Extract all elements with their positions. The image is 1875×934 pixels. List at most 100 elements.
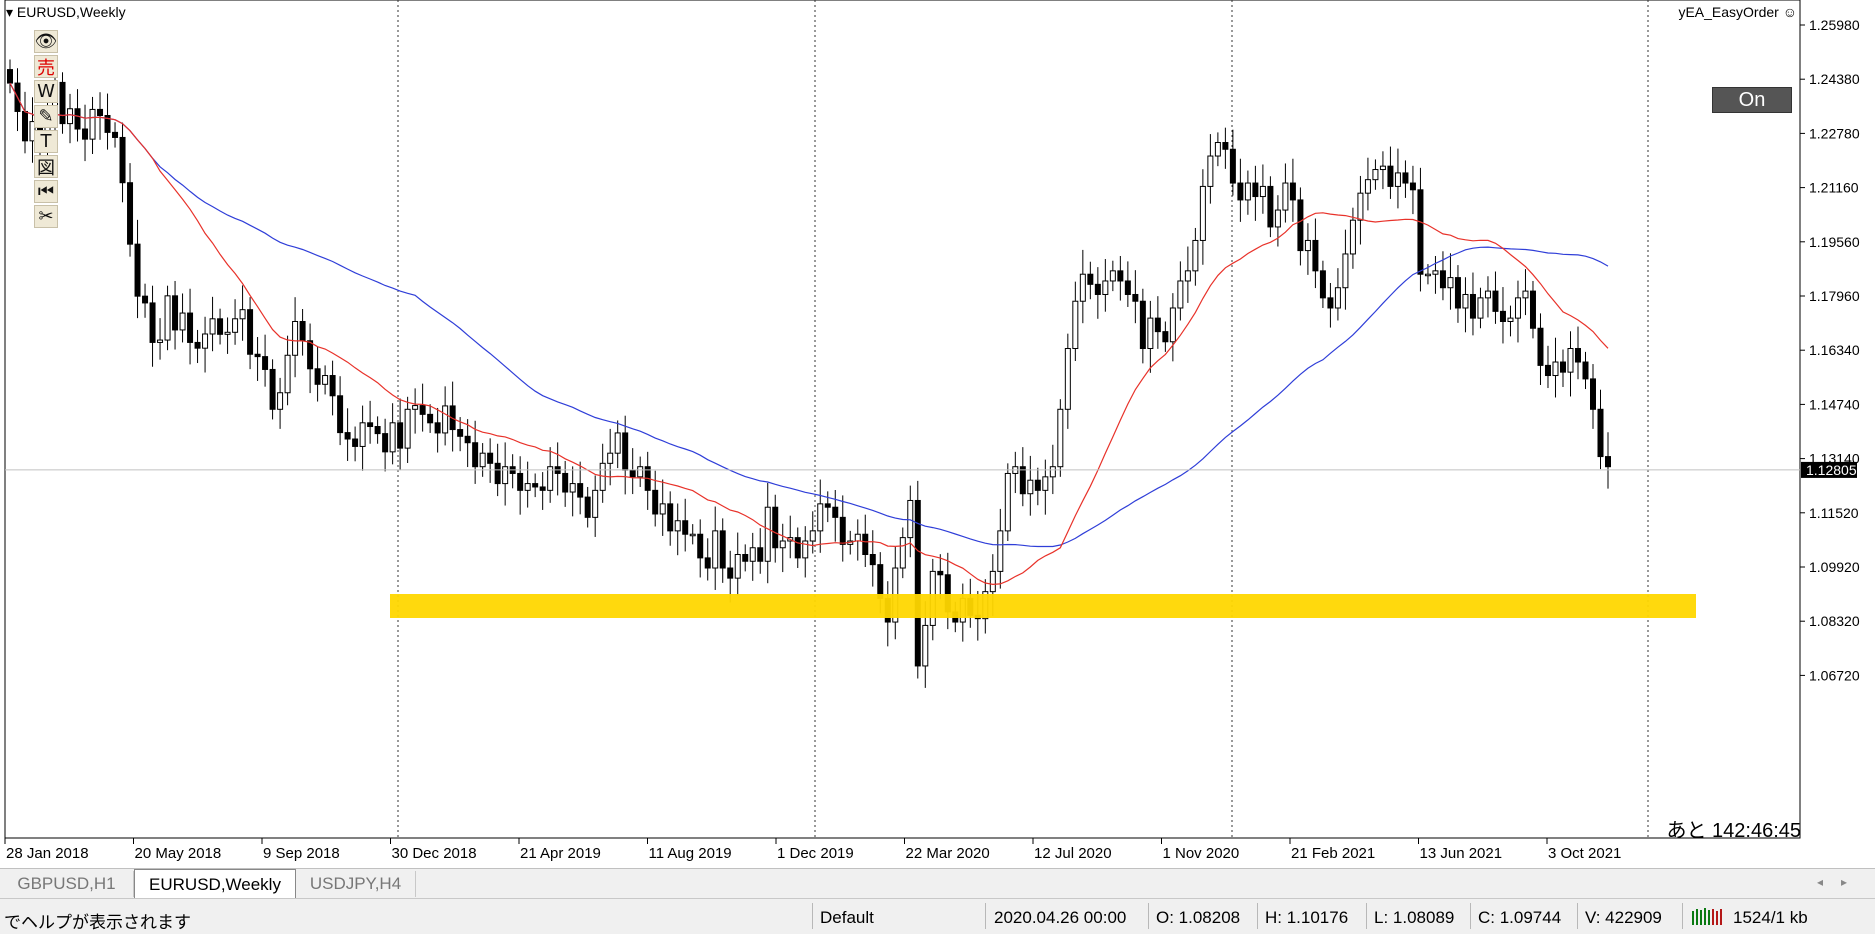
candle-body bbox=[1514, 297, 1521, 319]
pencil-icon[interactable]: ✎ bbox=[34, 105, 58, 128]
candle-body bbox=[1139, 300, 1146, 350]
candle-body bbox=[194, 341, 201, 349]
price-label: 1.25980 bbox=[1809, 17, 1860, 33]
candle-body bbox=[577, 483, 584, 498]
candle-body bbox=[914, 499, 921, 667]
rewind-icon[interactable]: ⏮ bbox=[34, 180, 58, 203]
candle-body bbox=[674, 520, 681, 532]
candle-body bbox=[464, 435, 471, 444]
on-button[interactable]: On bbox=[1712, 87, 1792, 113]
time-label: 1 Nov 2020 bbox=[1163, 845, 1240, 862]
candle-body bbox=[329, 375, 336, 397]
candle-body bbox=[389, 422, 396, 453]
symbol-title: ▾ EURUSD,Weekly bbox=[6, 4, 126, 20]
candle-body bbox=[1004, 472, 1011, 532]
candle-body bbox=[382, 433, 389, 453]
candle-body bbox=[1087, 273, 1094, 285]
status-low: L: 1.08089 bbox=[1374, 908, 1455, 927]
price-label: 1.09920 bbox=[1809, 559, 1860, 575]
time-label: 21 Apr 2019 bbox=[520, 845, 601, 862]
candle-body bbox=[397, 422, 404, 449]
price-label: 1.17960 bbox=[1809, 288, 1860, 304]
candle-body bbox=[239, 309, 246, 320]
candle-body bbox=[659, 503, 666, 515]
chart-area[interactable]: 1.25980 1.24380 1.22780 1.21160 1.19560 1.179… bbox=[0, 0, 1875, 868]
candle-body bbox=[149, 302, 156, 343]
candle-body bbox=[1387, 165, 1394, 187]
price-chart[interactable]: 1.25980 1.24380 1.22780 1.21160 1.19560 1.179… bbox=[0, 0, 1875, 868]
candle-body bbox=[1424, 273, 1431, 277]
candle-body bbox=[322, 375, 329, 385]
candle-body bbox=[1529, 290, 1536, 329]
candle-body bbox=[89, 108, 96, 140]
candle-body bbox=[1019, 466, 1026, 495]
bar-countdown: あと 142:46:45 bbox=[1666, 820, 1801, 842]
candle-body bbox=[622, 432, 629, 471]
candle-body bbox=[1117, 270, 1124, 282]
candle-body bbox=[907, 499, 914, 539]
candle-body bbox=[1214, 142, 1221, 157]
eye-icon[interactable]: 👁 bbox=[34, 30, 58, 53]
candle-body bbox=[1304, 239, 1311, 252]
candle-body bbox=[479, 452, 486, 468]
candle-body bbox=[344, 432, 351, 440]
candle-body bbox=[824, 503, 831, 508]
candle-body bbox=[442, 405, 449, 434]
candle-body bbox=[1597, 408, 1604, 458]
candle-body bbox=[164, 295, 171, 341]
tab-eurusd-weekly[interactable]: EURUSD,Weekly bbox=[134, 869, 296, 899]
candle-body bbox=[614, 432, 621, 454]
w-icon[interactable]: W bbox=[34, 80, 58, 103]
candle-body bbox=[854, 533, 861, 542]
candle-body bbox=[1357, 192, 1364, 221]
tab-usdjpy-h4[interactable]: USDJPY,H4 bbox=[296, 871, 416, 897]
status-profile: Default bbox=[820, 908, 874, 927]
scissors-icon[interactable]: ✂ bbox=[34, 205, 58, 228]
candle-body bbox=[217, 318, 224, 335]
candle-body bbox=[997, 530, 1004, 572]
candle-body bbox=[232, 318, 239, 333]
candle-body bbox=[404, 408, 411, 449]
candle-body bbox=[1364, 179, 1371, 194]
candle-body bbox=[179, 312, 186, 331]
candle-body bbox=[1259, 185, 1266, 198]
candle-body bbox=[719, 530, 726, 569]
candle-body bbox=[839, 516, 846, 545]
status-traffic: 1524/1 kb bbox=[1733, 908, 1808, 927]
candle-body bbox=[1409, 182, 1416, 191]
candle-body bbox=[1544, 364, 1551, 377]
candle-body bbox=[1064, 348, 1071, 410]
shape-icon[interactable]: 図 bbox=[34, 155, 58, 179]
sell-icon[interactable]: 売 bbox=[34, 55, 58, 79]
candle-body bbox=[142, 295, 149, 304]
candle-body bbox=[427, 413, 434, 424]
tab-gbpusd-h1[interactable]: GBPUSD,H1 bbox=[0, 871, 134, 897]
candle-body bbox=[1394, 172, 1401, 187]
candle-body bbox=[314, 368, 321, 385]
candle-body bbox=[1207, 155, 1214, 187]
candle-body bbox=[1177, 280, 1184, 309]
candle-body bbox=[269, 368, 276, 410]
tab-scroll-arrows[interactable]: ◂▸ bbox=[1816, 875, 1865, 889]
candle-body bbox=[1327, 297, 1334, 309]
candle-body bbox=[1582, 361, 1589, 380]
candle-body bbox=[1477, 297, 1484, 319]
candle-body bbox=[1199, 185, 1206, 241]
candle-body bbox=[779, 540, 786, 549]
candle-body bbox=[1574, 348, 1581, 363]
candle-body bbox=[1379, 165, 1386, 171]
candle-body bbox=[412, 405, 419, 410]
candle-body bbox=[862, 533, 869, 556]
candle-body bbox=[1552, 361, 1559, 377]
time-label: 12 Jul 2020 bbox=[1034, 845, 1112, 862]
ma-slow-line bbox=[9, 82, 1609, 548]
candle-body bbox=[112, 131, 119, 138]
candle-body bbox=[1349, 219, 1356, 255]
candle-body bbox=[517, 472, 524, 491]
candle-body bbox=[374, 426, 381, 435]
candle-body bbox=[74, 108, 81, 130]
text-icon[interactable]: T bbox=[34, 130, 58, 153]
candle-body bbox=[1222, 142, 1229, 150]
candle-body bbox=[1237, 182, 1244, 201]
status-high: H: 1.10176 bbox=[1265, 908, 1349, 927]
